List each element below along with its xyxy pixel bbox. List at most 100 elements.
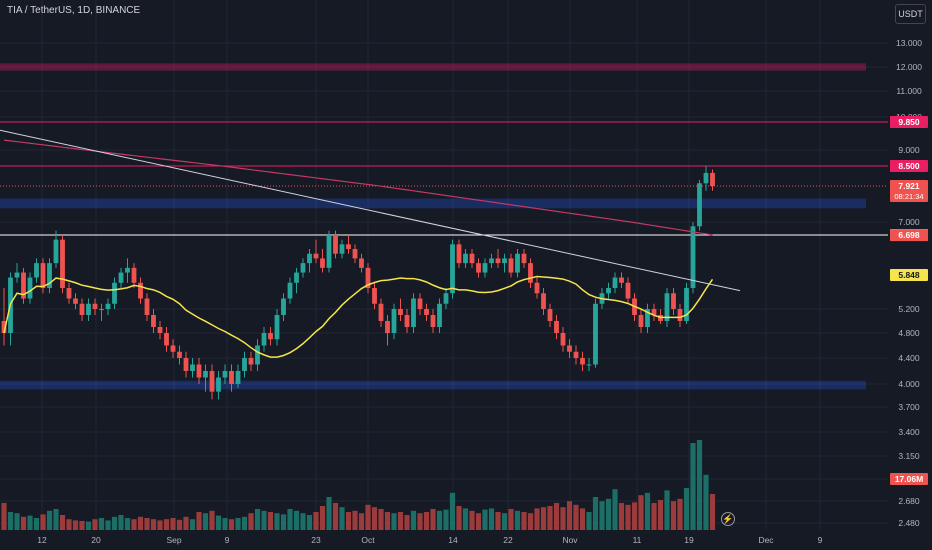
y-axis-tick-label: 11.000 [896, 86, 922, 96]
candle [606, 288, 611, 294]
candle [203, 371, 208, 378]
candle [339, 244, 345, 254]
candle [235, 371, 241, 384]
volume-bar [397, 512, 404, 530]
candle [34, 263, 39, 278]
y-axis-tick-label: 5.200 [898, 304, 920, 314]
candle [612, 277, 618, 289]
volume-bar [1, 503, 7, 530]
candle [112, 282, 117, 304]
volume-bar [378, 509, 384, 530]
candle [144, 298, 150, 315]
volume-bar [657, 500, 664, 530]
volume-bar [352, 510, 358, 530]
flash-icon[interactable]: ⚡ [721, 512, 735, 526]
volume-bar [456, 506, 462, 530]
candle [619, 277, 624, 283]
candle [157, 327, 163, 333]
candle [300, 263, 306, 273]
candle [1, 321, 7, 333]
volume-bar [332, 503, 339, 530]
volume-bar [339, 507, 345, 530]
countdown-label: 08:21:34 [894, 192, 923, 201]
volume-bar [72, 520, 79, 530]
candle [430, 315, 436, 327]
price-tag-ma200 [890, 229, 928, 242]
candle [625, 282, 631, 299]
candle [547, 309, 553, 321]
volume-bar [371, 507, 378, 530]
support-zone-upper [0, 198, 866, 209]
volume-bar [306, 515, 313, 530]
price-tag-resistance [890, 115, 928, 128]
volume-bar [7, 512, 14, 530]
candle [281, 298, 286, 315]
volume-bar [508, 509, 514, 530]
candle [60, 239, 65, 289]
volume-bar [157, 520, 163, 530]
volume-bar [391, 513, 397, 530]
candle [456, 244, 462, 264]
candle [255, 345, 260, 365]
volume-bar [644, 492, 651, 530]
y-axis-tick-label: 4.400 [898, 353, 920, 363]
candle [216, 377, 221, 392]
volume-bar [417, 513, 423, 530]
candle [86, 303, 91, 315]
candle [671, 293, 676, 309]
volume-bar [137, 516, 144, 530]
y-axis-tick-label: 2.680 [898, 496, 920, 506]
x-axis-tick-label: 9 [818, 535, 823, 545]
volume-bar [150, 519, 157, 530]
candle [703, 172, 709, 184]
volume-bar [241, 516, 248, 530]
volume-bar [98, 518, 105, 530]
volume-bar [540, 507, 547, 530]
volume-bar [696, 440, 703, 530]
candle [79, 303, 85, 315]
currency-button[interactable]: USDT [895, 4, 926, 24]
volume-bar [163, 519, 170, 530]
candle [40, 263, 46, 289]
candle [118, 272, 124, 283]
candle [476, 263, 481, 273]
y-axis-tick-label: 2.480 [898, 518, 920, 528]
volume-bar [267, 512, 274, 530]
volume-bar [228, 519, 235, 530]
volume-bar [261, 510, 267, 530]
candle [385, 321, 390, 333]
volume-bar [469, 510, 475, 530]
candle [489, 258, 494, 264]
candle [424, 309, 429, 315]
volume-bar [631, 502, 638, 530]
volume-bar [274, 513, 280, 530]
candle [320, 258, 325, 268]
x-axis-tick-label: 22 [503, 535, 513, 545]
x-axis-tick-label: 23 [311, 535, 321, 545]
volume-bar [462, 508, 469, 530]
candle [14, 272, 20, 278]
candle [131, 267, 137, 283]
volume-bar [209, 510, 215, 530]
candle [313, 253, 319, 259]
ma200-line [3, 139, 713, 236]
x-axis-tick-label: Oct [361, 535, 375, 545]
candle [27, 277, 33, 299]
volume-bar [40, 514, 46, 530]
volume-bar [215, 515, 222, 530]
volume-bar [358, 513, 365, 530]
candle [177, 351, 182, 358]
volume-bar [527, 513, 534, 530]
candle [528, 263, 533, 283]
candle [196, 364, 202, 378]
x-axis-tick-label: 11 [633, 535, 642, 545]
candle [495, 258, 501, 264]
candle [47, 263, 52, 289]
y-axis-tick-label: 12.000 [896, 62, 922, 72]
x-axis-tick-label: 14 [448, 535, 458, 545]
volume-bar [566, 501, 573, 530]
candle [125, 267, 130, 273]
